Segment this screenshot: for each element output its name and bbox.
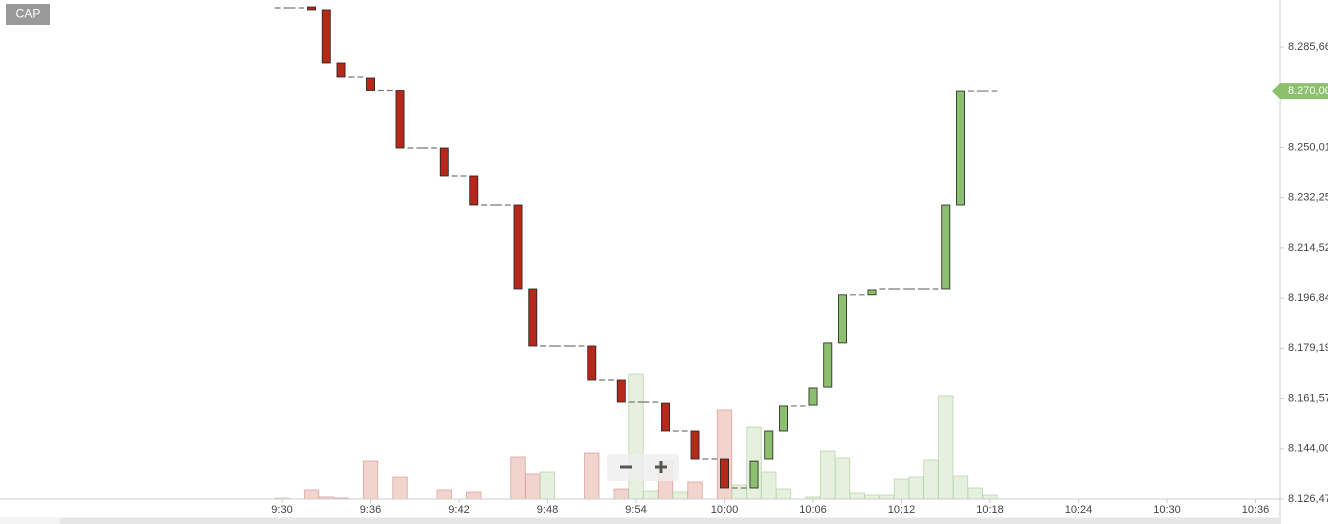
- candle-up: [764, 430, 774, 460]
- candle-up: [779, 405, 788, 432]
- volume-bar: [775, 488, 792, 500]
- volume-bar: [834, 457, 851, 500]
- x-tick-label: 9:30: [271, 504, 292, 516]
- axis-layer: 8.126,47 8.144,00 8.161,57 8.179,19 8.196,84…: [271, 41, 1328, 516]
- volume-bar: [849, 492, 865, 500]
- volume-bar: [643, 490, 659, 500]
- x-tick-label: 9:48: [537, 504, 558, 516]
- volume-bar: [466, 491, 482, 500]
- candle-up: [838, 294, 847, 344]
- zoom-panel: [607, 454, 679, 481]
- volume-bar: [362, 460, 379, 500]
- volume-bar: [864, 494, 880, 500]
- volume-bar: [908, 476, 924, 500]
- candle-down: [469, 175, 479, 206]
- zoom-in-button[interactable]: [645, 456, 677, 479]
- last-price-box: [1272, 83, 1328, 100]
- volume-bar: [525, 473, 541, 500]
- x-tick-label: 9:36: [360, 504, 381, 516]
- volume-bar: [938, 395, 954, 500]
- volume-bar: [761, 471, 777, 500]
- volume-bar: [982, 494, 998, 500]
- zoom-control: [607, 454, 679, 481]
- y-tick-label: 8.250,01: [1288, 141, 1328, 153]
- candle-down: [439, 147, 449, 177]
- y-tick-label: 8.285,66: [1288, 41, 1328, 53]
- candle-down: [616, 379, 626, 403]
- candle-down: [720, 458, 729, 489]
- y-tick-label: 8.232,25: [1288, 192, 1328, 204]
- volume-bar: [879, 494, 895, 500]
- candle-up: [941, 204, 951, 290]
- candle-up: [808, 387, 818, 406]
- volume-bar: [510, 456, 526, 500]
- candle-up: [867, 289, 877, 296]
- symbol-badge: [6, 4, 50, 25]
- volume-bar: [539, 471, 556, 500]
- volume-bar: [923, 459, 939, 500]
- candle-down: [366, 77, 375, 91]
- symbol-label: CAP: [16, 7, 41, 21]
- y-tick-label: 8.196,84: [1288, 292, 1328, 304]
- volume-bar: [392, 476, 408, 500]
- scrollbar-thumb[interactable]: [60, 518, 1280, 524]
- volume-bar: [893, 478, 910, 500]
- volume-bar: [672, 491, 688, 500]
- candle-down: [336, 62, 346, 78]
- x-tick-label: 10:36: [1242, 504, 1270, 516]
- candle-layer: [274, 6, 998, 489]
- last-price-tag: 8.270,00: [1272, 83, 1328, 100]
- y-tick-label: 8.214,52: [1288, 242, 1328, 254]
- candle-down: [587, 345, 597, 381]
- candle-up: [956, 90, 965, 206]
- y-tick-label: 8.126,47: [1288, 493, 1328, 505]
- x-tick-label: 10:30: [1153, 504, 1181, 516]
- candle-down: [513, 204, 523, 290]
- candle-down: [321, 9, 331, 64]
- y-tick-label: 8.161,57: [1288, 392, 1328, 404]
- volume-bar: [731, 484, 747, 500]
- x-tick-label: 10:12: [888, 504, 916, 516]
- x-tick-label: 9:54: [625, 504, 646, 516]
- candle-down: [395, 90, 405, 149]
- last-price-label: 8.270,00: [1288, 85, 1328, 97]
- candle-down: [528, 288, 538, 347]
- candle-up: [749, 460, 759, 489]
- volume-bar: [952, 475, 969, 500]
- candle-up: [823, 342, 833, 388]
- candle-down: [307, 6, 316, 11]
- x-tick-label: 10:24: [1065, 504, 1093, 516]
- volume-bar: [584, 452, 600, 500]
- volume-bar: [613, 488, 629, 500]
- x-tick-label: 10:06: [799, 504, 827, 516]
- candle-down: [690, 430, 700, 460]
- candle-down: [661, 402, 670, 432]
- volume-bar: [436, 489, 452, 500]
- volume-bar: [967, 487, 983, 500]
- y-tick-label: 8.179,19: [1288, 342, 1328, 354]
- volume-bar: [687, 481, 703, 500]
- volume-bar: [303, 489, 320, 500]
- zoom-out-button[interactable]: [610, 456, 642, 479]
- volume-bar: [820, 450, 836, 500]
- x-tick-label: 10:18: [976, 504, 1004, 516]
- x-tick-label: 10:00: [711, 504, 739, 516]
- y-tick-label: 8.144,00: [1288, 443, 1328, 455]
- x-tick-label: 9:42: [448, 504, 469, 516]
